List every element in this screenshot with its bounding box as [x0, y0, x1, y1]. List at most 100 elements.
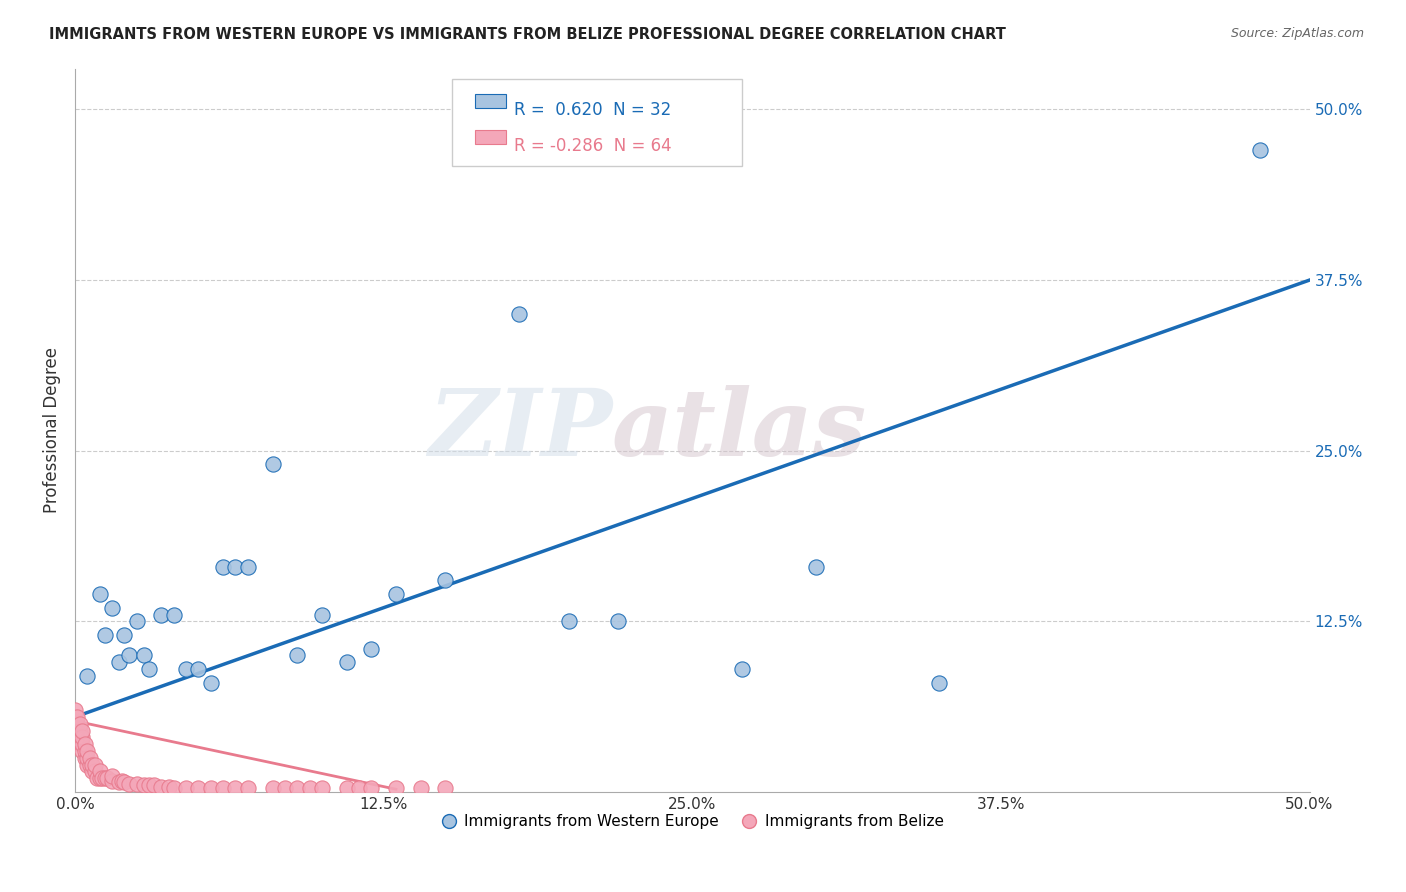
- Point: [212, 559, 235, 574]
- Point: [285, 780, 308, 795]
- Point: [804, 559, 827, 574]
- Point: [101, 768, 124, 782]
- Point: [72, 731, 94, 745]
- Point: [63, 716, 86, 731]
- Text: IMMIGRANTS FROM WESTERN EUROPE VS IMMIGRANTS FROM BELIZE PROFESSIONAL DEGREE COR: IMMIGRANTS FROM WESTERN EUROPE VS IMMIGR…: [49, 27, 1007, 42]
- Point: [118, 648, 141, 663]
- Point: [157, 780, 180, 794]
- Point: [434, 780, 457, 795]
- Point: [385, 780, 408, 795]
- Point: [336, 655, 359, 669]
- Text: ZIP: ZIP: [427, 385, 612, 475]
- Point: [63, 710, 86, 724]
- FancyBboxPatch shape: [451, 79, 741, 166]
- Point: [360, 780, 382, 795]
- Point: [1249, 144, 1271, 158]
- Point: [73, 737, 96, 751]
- Point: [150, 780, 173, 794]
- Point: [96, 772, 118, 786]
- Point: [125, 777, 148, 791]
- Point: [69, 716, 91, 731]
- Point: [91, 772, 114, 786]
- Point: [928, 675, 950, 690]
- Point: [82, 757, 104, 772]
- Point: [236, 780, 259, 795]
- Point: [73, 751, 96, 765]
- Point: [134, 648, 156, 663]
- Bar: [475, 130, 506, 145]
- Point: [79, 751, 101, 765]
- Point: [66, 716, 89, 731]
- Point: [76, 751, 98, 765]
- Point: [108, 655, 131, 669]
- Point: [508, 307, 530, 321]
- Point: [134, 778, 156, 792]
- Point: [311, 607, 333, 622]
- Text: R = -0.286  N = 64: R = -0.286 N = 64: [515, 137, 672, 155]
- Point: [174, 662, 197, 676]
- Point: [125, 615, 148, 629]
- Point: [434, 574, 457, 588]
- Point: [143, 778, 166, 792]
- Point: [336, 780, 359, 795]
- Point: [163, 780, 186, 795]
- Point: [138, 778, 160, 792]
- Point: [730, 662, 752, 676]
- Point: [138, 662, 160, 676]
- Point: [66, 710, 89, 724]
- Point: [69, 723, 91, 738]
- Point: [69, 737, 91, 751]
- Point: [89, 587, 111, 601]
- Point: [63, 703, 86, 717]
- Point: [73, 744, 96, 758]
- Point: [86, 772, 108, 786]
- Point: [89, 764, 111, 779]
- Point: [224, 780, 246, 795]
- Point: [76, 757, 98, 772]
- Point: [101, 774, 124, 789]
- Point: [83, 764, 105, 779]
- Point: [93, 628, 115, 642]
- Point: [69, 731, 91, 745]
- Bar: [475, 94, 506, 108]
- Point: [163, 607, 186, 622]
- Point: [224, 559, 246, 574]
- Point: [76, 744, 98, 758]
- Point: [236, 559, 259, 574]
- Point: [66, 731, 89, 745]
- Point: [72, 723, 94, 738]
- Y-axis label: Professional Degree: Professional Degree: [44, 347, 60, 513]
- Point: [72, 737, 94, 751]
- Point: [262, 780, 284, 795]
- Text: Source: ZipAtlas.com: Source: ZipAtlas.com: [1230, 27, 1364, 40]
- Point: [108, 775, 131, 789]
- Point: [347, 780, 370, 795]
- Point: [72, 744, 94, 758]
- Point: [200, 780, 222, 795]
- Point: [82, 764, 104, 779]
- Point: [262, 458, 284, 472]
- Point: [101, 600, 124, 615]
- Legend: Immigrants from Western Europe, Immigrants from Belize: Immigrants from Western Europe, Immigran…: [434, 808, 949, 835]
- Point: [187, 780, 209, 795]
- Point: [76, 669, 98, 683]
- Point: [360, 641, 382, 656]
- Point: [63, 723, 86, 738]
- Point: [409, 780, 432, 795]
- Point: [79, 757, 101, 772]
- Point: [212, 780, 235, 795]
- Point: [150, 607, 173, 622]
- Point: [66, 723, 89, 738]
- Point: [118, 777, 141, 791]
- Point: [93, 772, 115, 786]
- Point: [174, 780, 197, 795]
- Point: [558, 615, 581, 629]
- Point: [311, 780, 333, 795]
- Text: R =  0.620  N = 32: R = 0.620 N = 32: [515, 101, 672, 119]
- Point: [111, 774, 134, 789]
- Point: [298, 780, 321, 795]
- Point: [83, 757, 105, 772]
- Point: [607, 615, 630, 629]
- Point: [274, 780, 297, 795]
- Text: atlas: atlas: [612, 385, 868, 475]
